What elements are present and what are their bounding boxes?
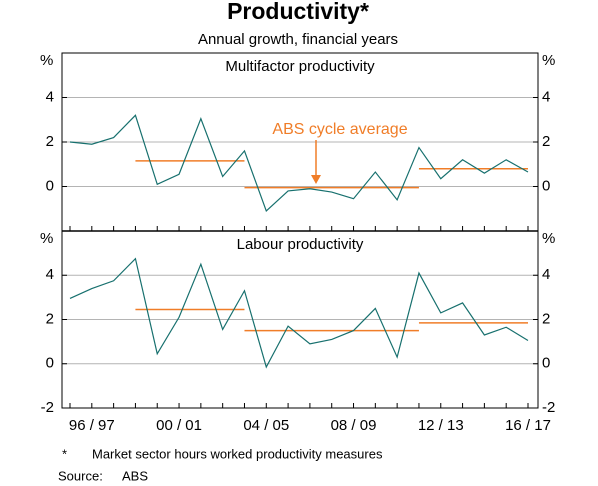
y-tick-label: 2 bbox=[542, 133, 550, 150]
panel-title: Labour productivity bbox=[237, 236, 364, 253]
source-label: Source: bbox=[58, 468, 103, 483]
panel-title: Multifactor productivity bbox=[225, 58, 375, 75]
y-tick-label: 0 bbox=[46, 177, 54, 194]
x-tick-label: 96 / 97 bbox=[69, 417, 115, 434]
y-tick-label: -2 bbox=[41, 399, 54, 416]
y-tick-label: 0 bbox=[542, 177, 550, 194]
y-tick-label: 0 bbox=[46, 355, 54, 372]
x-tick-label: 08 / 09 bbox=[331, 417, 377, 434]
y-tick-label: 2 bbox=[542, 310, 550, 327]
y-unit: % bbox=[542, 52, 555, 69]
series-line bbox=[69, 114, 529, 213]
y-tick-label: 4 bbox=[46, 266, 54, 283]
y-tick-label: 4 bbox=[46, 88, 54, 105]
y-tick-label: 0 bbox=[542, 355, 550, 372]
y-tick-label: 4 bbox=[542, 266, 550, 283]
series-line bbox=[69, 257, 529, 369]
annotation: ABS cycle average bbox=[272, 121, 407, 138]
chart-subtitle: Annual growth, financial years bbox=[198, 31, 398, 48]
annotation-arrowhead bbox=[311, 175, 321, 184]
y-tick-label: 4 bbox=[542, 88, 550, 105]
y-tick-label: 2 bbox=[46, 310, 54, 327]
y-unit: % bbox=[40, 230, 53, 247]
note-marker: * bbox=[62, 446, 67, 461]
y-tick-label: -2 bbox=[542, 399, 555, 416]
source-text: ABS bbox=[122, 468, 148, 483]
chart-title: Productivity* bbox=[227, 0, 369, 24]
y-unit: % bbox=[40, 52, 53, 69]
y-tick-label: 2 bbox=[46, 133, 54, 150]
y-unit: % bbox=[542, 230, 555, 247]
x-tick-label: 00 / 01 bbox=[156, 417, 202, 434]
note-text: Market sector hours worked productivity … bbox=[92, 446, 383, 461]
x-tick-label: 12 / 13 bbox=[418, 417, 464, 434]
x-tick-label: 16 / 17 bbox=[505, 417, 551, 434]
x-tick-label: 04 / 05 bbox=[243, 417, 289, 434]
